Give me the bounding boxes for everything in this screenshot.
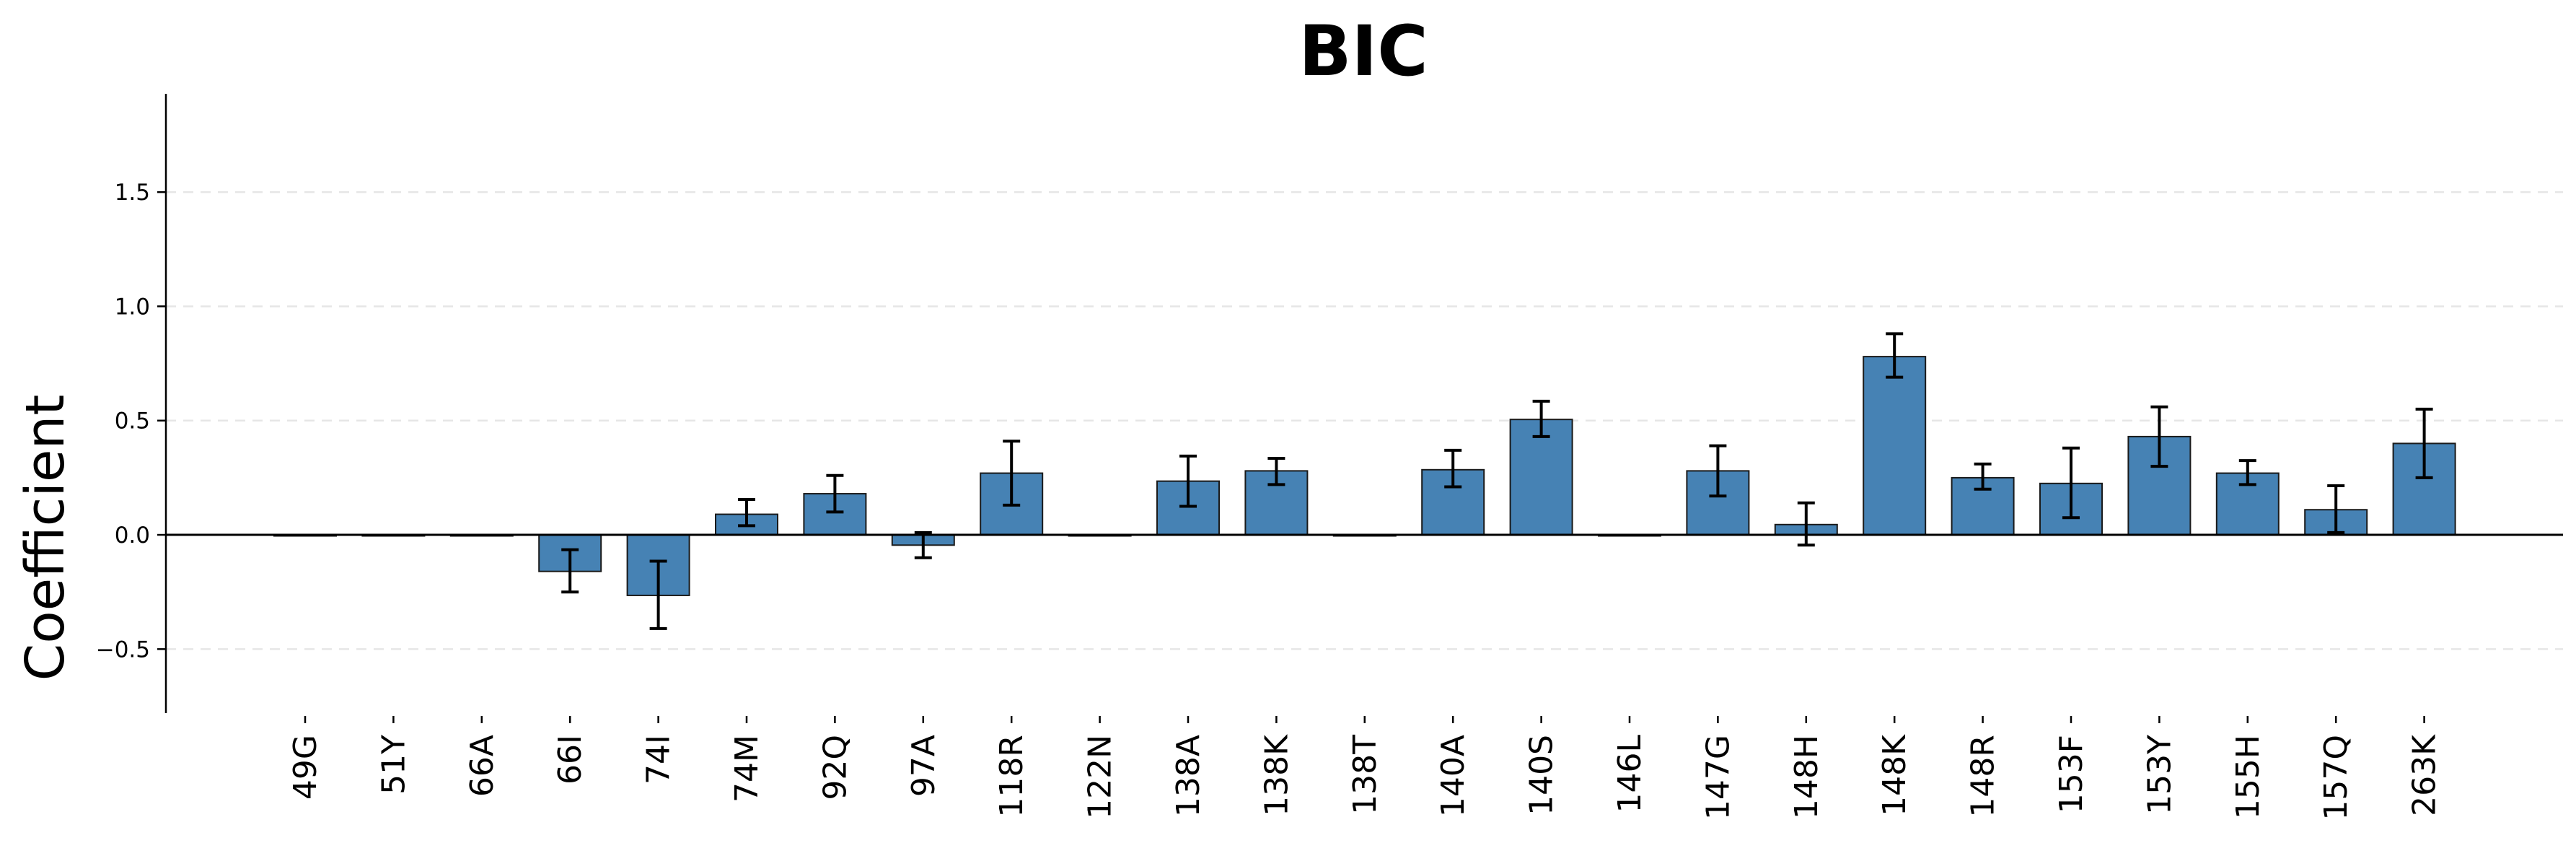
error-bars [561,332,2433,630]
x-tick-label: 74I [641,735,677,785]
x-tick-label: 138A [1170,735,1207,817]
x-tick-label: 92Q [817,735,853,800]
x-tick-label: 263K [2406,734,2443,816]
x-tick-label: 51Y [375,735,412,795]
x-tick-label: 140S [1524,735,1560,816]
x-tick-label: 148K [1876,734,1913,816]
x-tick-label: 140A [1435,735,1472,817]
x-tick-label: 138K [1258,734,1295,816]
x-tick-label: 146L [1612,735,1648,813]
x-tick-label: 157Q [2318,735,2355,821]
y-tick-label: 1.5 [115,180,150,206]
x-tick-label: 153F [2053,735,2090,813]
y-tick-label: 0.0 [115,523,150,549]
x-tick-label: 122N [1082,735,1119,819]
x-tick-label: 66A [464,735,501,797]
y-tick-label: 0.5 [115,409,150,434]
x-tick-label: 118R [993,735,1030,818]
x-tick-label: 97A [905,735,942,797]
x-tick-label: 147G [1700,735,1736,820]
gridlines [166,191,2563,650]
x-tick-label: 66I [552,735,589,785]
x-tick-label: 148H [1788,735,1825,819]
y-tick-label: 1.0 [115,294,150,320]
x-tick-label: 155H [2230,735,2267,819]
x-axis-ticks: 49G 51Y 66A 66I 74I 74M 92Q 97A 118R 122N 138A 138K… [287,716,2443,821]
x-tick-label: 49G [287,735,324,800]
x-tick-label: 148R [1965,735,2002,818]
x-tick-label: 138T [1347,735,1384,815]
x-tick-label: 74M [729,735,765,803]
bar-148K [1863,356,1927,536]
bar-140S [1509,419,1573,536]
y-tick-label: −0.5 [96,637,150,663]
y-axis-label: Coefficient [14,395,76,681]
y-axis-ticks: −0.5 0.0 0.5 1.0 1.5 [96,180,166,663]
x-tick-label: 153Y [2141,735,2178,815]
chart-title: BIC [1298,11,1428,92]
bars [273,356,2456,596]
